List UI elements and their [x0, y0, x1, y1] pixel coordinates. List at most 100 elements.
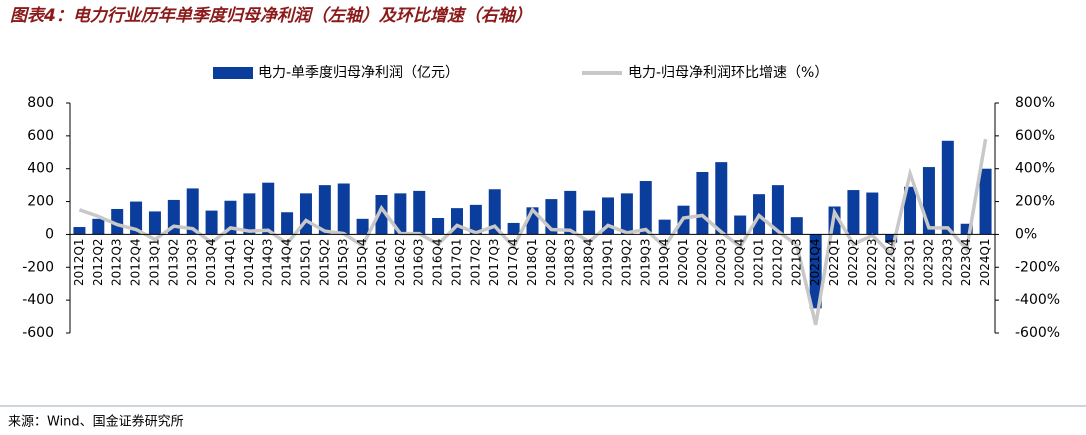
x-tick-label: 2012Q3	[110, 238, 124, 286]
bar	[92, 218, 105, 235]
bar	[696, 172, 709, 235]
bar	[620, 193, 633, 235]
bar	[469, 204, 482, 235]
bar	[771, 185, 784, 235]
legend-label: 电力-归母净利润环比增速（%）	[628, 64, 828, 81]
x-tick-label: 2017Q1	[449, 238, 463, 286]
x-tick-label: 2017Q2	[468, 238, 482, 286]
y-tick-label: 800	[27, 95, 54, 111]
bar	[224, 200, 237, 235]
y2-tick-label: 600%	[1015, 128, 1055, 144]
x-tick-label: 2014Q3	[261, 238, 275, 286]
y2-tick-label: 400%	[1015, 161, 1055, 177]
x-tick-label: 2017Q4	[506, 238, 520, 286]
x-tick-label: 2020Q2	[695, 238, 709, 286]
bar	[205, 210, 218, 235]
x-tick-label: 2024Q1	[978, 238, 992, 286]
bar	[960, 223, 973, 235]
bar	[356, 218, 369, 235]
x-tick-label: 2020Q4	[733, 238, 747, 286]
bar	[432, 218, 445, 235]
y2-tick-label: 800%	[1015, 95, 1055, 111]
y-tick-label: -200	[22, 259, 54, 275]
x-tick-label: 2016Q1	[374, 238, 388, 286]
y2-tick-label: -400%	[1015, 292, 1060, 308]
bar	[790, 217, 803, 235]
x-tick-label: 2014Q1	[223, 238, 237, 286]
bar	[318, 185, 331, 235]
bar	[111, 208, 124, 235]
x-tick-label: 2016Q2	[393, 238, 407, 286]
x-tick-label: 2022Q1	[827, 238, 841, 286]
chart-title: 图表4：电力行业历年单季度归母净利润（左轴）及环比增速（右轴）	[10, 6, 532, 26]
x-tick-label: 2022Q4	[884, 238, 898, 286]
x-tick-label: 2021Q2	[770, 238, 784, 286]
bar	[337, 183, 350, 235]
bar	[186, 188, 199, 235]
x-tick-label: 2013Q1	[147, 238, 161, 286]
bar	[866, 192, 879, 235]
x-tick-label: 2014Q4	[280, 238, 294, 286]
bar	[904, 186, 917, 235]
x-tick-label: 2019Q2	[619, 238, 633, 286]
x-tick-label: 2015Q4	[355, 238, 369, 286]
x-tick-label: 2020Q1	[676, 238, 690, 286]
bar	[394, 193, 407, 235]
x-tick-label: 2023Q4	[959, 238, 973, 286]
x-tick-label: 2019Q4	[657, 238, 671, 286]
bar	[885, 234, 898, 243]
bar	[413, 190, 426, 235]
bar	[941, 140, 954, 235]
x-tick-label: 2012Q1	[72, 238, 86, 286]
bar	[488, 189, 501, 235]
x-tick-label: 2023Q3	[940, 238, 954, 286]
x-tick-label: 2013Q3	[185, 238, 199, 286]
x-tick-label: 2018Q1	[525, 238, 539, 286]
y-tick-label: 0	[45, 226, 54, 242]
y2-tick-label: -600%	[1015, 325, 1060, 341]
x-tick-label: 2023Q1	[903, 238, 917, 286]
x-tick-label: 2015Q2	[317, 238, 331, 286]
y2-tick-label: -200%	[1015, 259, 1060, 275]
bar	[281, 212, 294, 235]
x-tick-label: 2015Q3	[336, 238, 350, 286]
bar	[639, 181, 652, 235]
bar	[847, 190, 860, 235]
x-tick-label: 2022Q2	[846, 238, 860, 286]
x-tick-label: 2016Q3	[412, 238, 426, 286]
y-tick-label: 600	[27, 128, 54, 144]
x-tick-label: 2020Q3	[714, 238, 728, 286]
x-tick-label: 2021Q4	[808, 238, 822, 286]
x-tick-label: 2017Q3	[487, 238, 501, 286]
bar	[979, 168, 992, 235]
y-tick-label: -400	[22, 292, 54, 308]
x-tick-label: 2021Q1	[752, 238, 766, 286]
bar	[262, 182, 275, 235]
bar	[243, 193, 256, 235]
x-tick-label: 2019Q3	[638, 238, 652, 286]
bar	[148, 211, 161, 235]
x-tick-label: 2014Q2	[242, 238, 256, 286]
source: 来源：Wind、国金证券研究所	[8, 414, 184, 430]
y2-tick-label: 200%	[1015, 194, 1055, 210]
bar	[715, 162, 728, 235]
x-tick-label: 2021Q3	[789, 238, 803, 286]
line-series	[78, 138, 988, 326]
x-tick-label: 2012Q4	[129, 238, 143, 286]
bar	[734, 215, 747, 235]
x-tick-label: 2013Q4	[204, 238, 218, 286]
bar	[507, 222, 520, 235]
x-tick-label: 2018Q2	[544, 238, 558, 286]
x-tick-label: 2019Q1	[601, 238, 615, 286]
bar	[809, 234, 822, 309]
bar	[73, 227, 86, 235]
y2-tick-label: 0%	[1015, 226, 1037, 242]
x-tick-label: 2023Q2	[921, 238, 935, 286]
x-tick-label: 2022Q3	[865, 238, 879, 286]
bar	[658, 219, 671, 235]
x-tick-label: 2015Q1	[298, 238, 312, 286]
bar	[564, 190, 577, 235]
x-tick-label: 2013Q2	[166, 238, 180, 286]
y-tick-label: -600	[22, 325, 54, 341]
bar	[375, 195, 388, 235]
